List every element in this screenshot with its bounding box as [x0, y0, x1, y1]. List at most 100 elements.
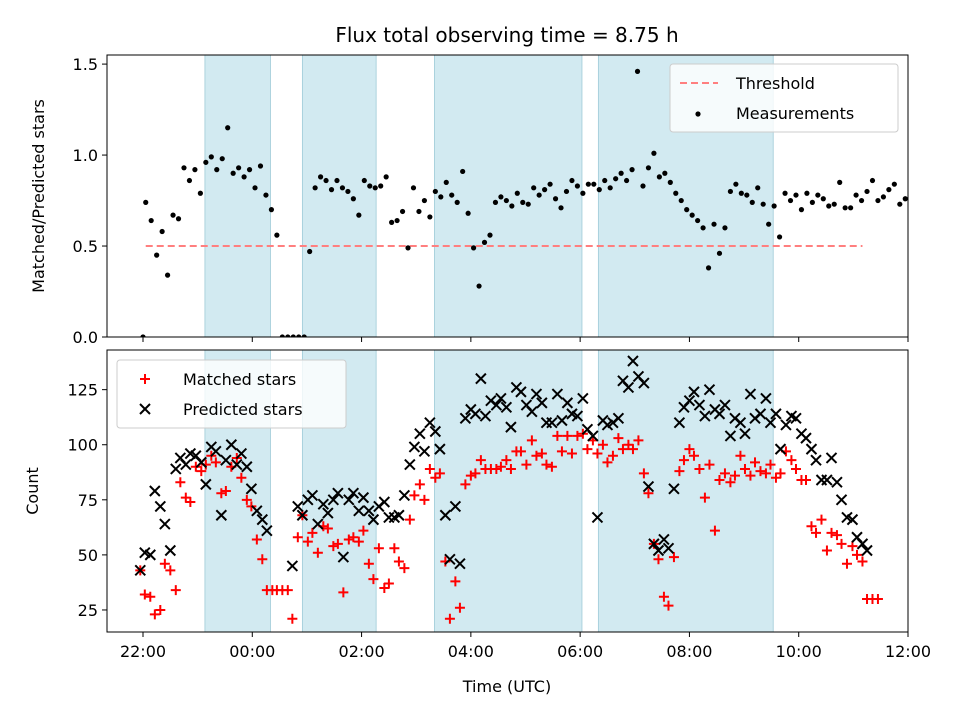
data-point — [332, 538, 343, 549]
data-point — [338, 587, 349, 598]
data-point — [735, 450, 746, 461]
data-point — [290, 334, 296, 337]
data-point — [520, 199, 526, 205]
data-point — [656, 174, 662, 180]
data-point — [501, 455, 512, 466]
axes-frame — [106, 349, 909, 633]
data-point — [225, 439, 238, 451]
data-point — [438, 194, 444, 200]
data-point — [526, 435, 537, 446]
data-point — [505, 421, 517, 433]
data-point — [203, 159, 209, 165]
data-point — [159, 518, 171, 530]
data-point — [724, 430, 737, 442]
data-point — [530, 388, 543, 400]
data-point — [521, 459, 532, 470]
data-point — [347, 487, 360, 499]
data-point — [755, 185, 761, 191]
data-point — [432, 188, 438, 195]
data-point — [688, 450, 699, 461]
data-point — [256, 513, 269, 526]
data-point — [705, 265, 712, 271]
data-point — [719, 468, 730, 479]
data-point — [144, 549, 156, 561]
data-point — [475, 372, 487, 385]
data-point — [470, 245, 477, 251]
data-point — [714, 474, 725, 485]
data-point — [475, 455, 486, 466]
data-point — [826, 527, 837, 538]
data-point — [170, 585, 181, 596]
data-point — [424, 416, 436, 429]
data-point — [857, 556, 868, 567]
data-point — [286, 560, 299, 572]
data-point — [602, 177, 608, 184]
data-point — [491, 463, 502, 474]
data-point — [754, 408, 767, 420]
data-point — [618, 170, 624, 176]
data-point — [487, 232, 493, 238]
data-point — [875, 197, 881, 204]
data-point — [241, 461, 253, 473]
data-point — [695, 217, 701, 224]
data-point — [210, 457, 221, 468]
data-point — [219, 156, 225, 162]
data-point — [210, 445, 222, 458]
x-tick-label: 22:00 — [120, 642, 166, 661]
data-point — [634, 68, 641, 74]
data-point — [214, 167, 220, 173]
data-point — [404, 458, 416, 471]
data-point — [663, 600, 674, 611]
data-point — [638, 468, 649, 479]
chart-title: Flux total observing time = 8.75 h — [335, 23, 678, 47]
data-point — [729, 470, 740, 481]
data-point — [585, 181, 591, 187]
data-point — [427, 214, 433, 220]
data-point — [261, 524, 273, 537]
data-point — [149, 485, 161, 497]
data-point — [836, 538, 847, 549]
data-point — [617, 444, 628, 455]
data-point — [383, 174, 389, 180]
data-point — [367, 513, 380, 526]
data-point — [727, 188, 734, 195]
data-point — [192, 167, 198, 173]
y-tick-label: 1.5 — [73, 55, 98, 74]
data-point — [668, 483, 680, 495]
data-point — [719, 399, 731, 411]
data-point — [379, 582, 390, 593]
legend-marker — [695, 111, 701, 117]
data-point — [164, 272, 171, 278]
data-point — [296, 509, 309, 521]
data-point — [170, 212, 176, 218]
data-point — [317, 174, 324, 180]
series-predicted-stars — [134, 355, 873, 577]
data-point — [774, 443, 787, 455]
data-point — [185, 497, 196, 508]
legend-box — [116, 359, 347, 429]
data-point — [689, 212, 695, 218]
data-point — [459, 412, 472, 425]
data-point — [770, 472, 781, 483]
data-point — [734, 416, 747, 429]
data-point — [165, 565, 176, 576]
data-point — [547, 181, 553, 187]
series-measurements — [140, 68, 908, 337]
data-point — [215, 509, 228, 521]
data-point — [296, 334, 302, 337]
data-point — [383, 578, 394, 589]
data-point — [725, 477, 736, 488]
data-point — [139, 589, 150, 600]
data-point — [662, 542, 675, 554]
data-point — [301, 334, 307, 337]
data-point — [196, 466, 207, 477]
data-point — [790, 463, 801, 474]
data-point — [164, 544, 177, 557]
data-point — [864, 188, 870, 195]
data-point — [536, 397, 548, 409]
data-point — [230, 170, 236, 176]
data-point — [181, 165, 187, 171]
data-point — [159, 228, 165, 235]
data-point — [825, 452, 838, 464]
data-point — [816, 514, 827, 525]
